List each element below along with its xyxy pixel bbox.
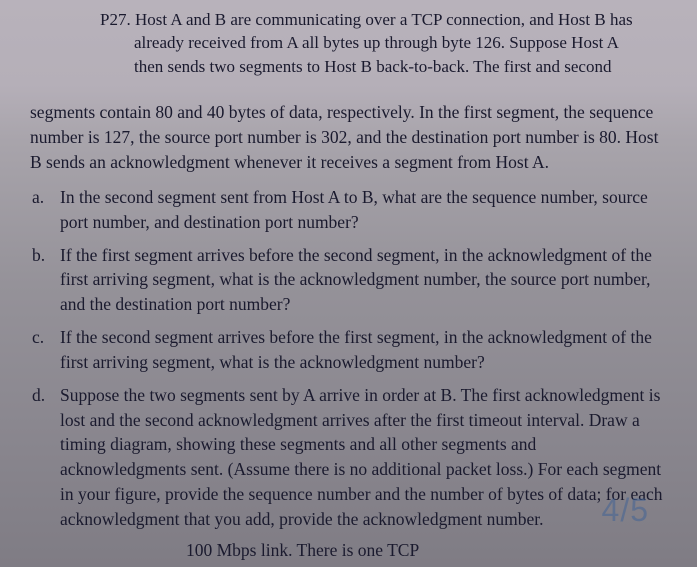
cut-off-text: 100 Mbps link. There is one TCP — [28, 538, 669, 563]
problem-label: P27. — [100, 10, 131, 29]
question-marker: a. — [32, 185, 44, 210]
question-marker: b. — [32, 243, 45, 268]
question-text: If the second segment arrives before the… — [60, 327, 652, 372]
question-marker: c. — [32, 325, 44, 350]
page-watermark: 4/5 — [602, 492, 649, 529]
problem-header: P27. Host A and B are communicating over… — [28, 8, 669, 78]
question-text: Suppose the two segments sent by A arriv… — [60, 385, 663, 529]
textbook-page: P27. Host A and B are communicating over… — [0, 0, 697, 563]
question-marker: d. — [32, 383, 45, 408]
problem-body: segments contain 80 and 40 bytes of data… — [28, 100, 669, 532]
question-text: If the first segment arrives before the … — [60, 245, 652, 315]
question-text: In the second segment sent from Host A t… — [60, 187, 648, 232]
header-text-line3: then sends two segments to Host B back-t… — [100, 55, 663, 78]
header-text-line2: already received from A all bytes up thr… — [100, 31, 663, 54]
problem-intro: segments contain 80 and 40 bytes of data… — [30, 100, 665, 175]
question-item-d: d. Suppose the two segments sent by A ar… — [56, 383, 665, 532]
question-list: a. In the second segment sent from Host … — [30, 185, 665, 532]
header-text-line1: Host A and B are communicating over a TC… — [135, 10, 633, 29]
question-item-a: a. In the second segment sent from Host … — [56, 185, 665, 235]
question-item-c: c. If the second segment arrives before … — [56, 325, 665, 375]
question-item-b: b. If the first segment arrives before t… — [56, 243, 665, 318]
